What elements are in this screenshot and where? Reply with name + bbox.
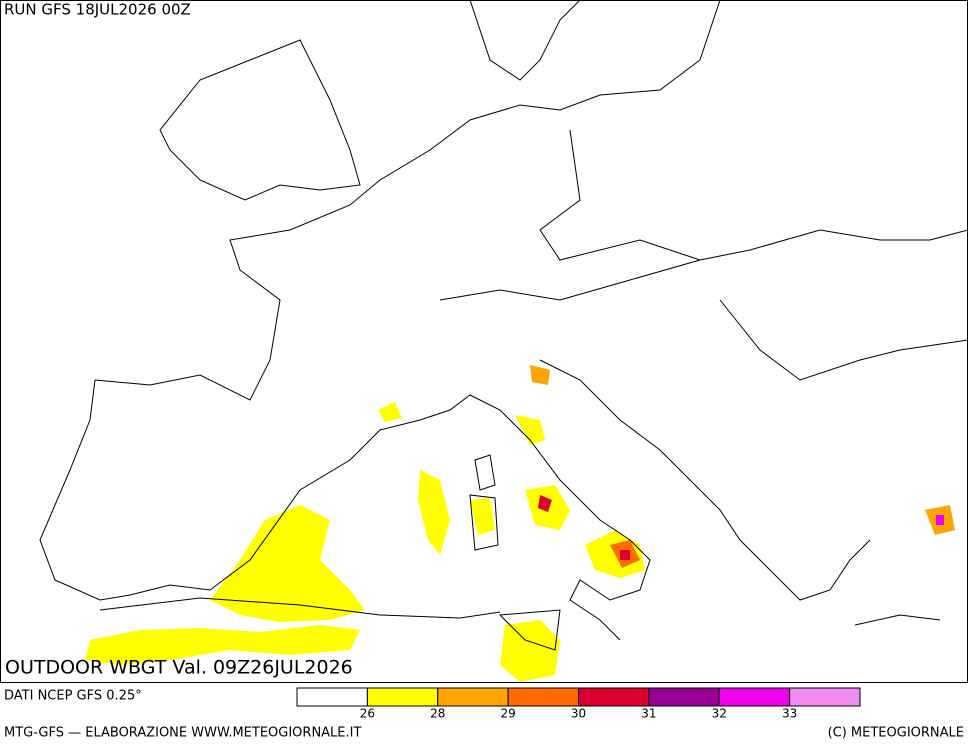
data-source: DATI NCEP GFS 0.25°	[4, 689, 142, 704]
run-label: RUN GFS 18JUL2026 00Z	[4, 1, 191, 19]
credit: MTG-GFS — ELABORAZIONE WWW.METEOGIORNALE…	[4, 726, 361, 741]
copyright: (C) METEOGIORNALE	[828, 726, 964, 741]
legend-swatch	[718, 687, 791, 707]
legend-swatch	[507, 687, 579, 707]
legend-label: 31	[641, 707, 656, 721]
legend-swatch	[437, 687, 509, 707]
legend-label: 30	[571, 707, 586, 721]
legend-swatch	[789, 687, 861, 707]
legend-label: 29	[500, 707, 515, 721]
map-frame	[0, 0, 968, 683]
legend-swatch	[296, 687, 368, 707]
legend-label: 32	[712, 707, 727, 721]
legend-label: 33	[782, 707, 797, 721]
coastlines	[39, 0, 968, 651]
legend-swatch	[366, 687, 439, 707]
legend-label: 28	[430, 707, 445, 721]
legend-swatch	[578, 687, 650, 707]
legend-label: 26	[360, 707, 375, 721]
legend-swatch	[648, 687, 720, 707]
map-title: OUTDOOR WBGT Val. 09Z26JUL2026	[5, 657, 353, 679]
legend: 26 28 29 30 31 32 33	[296, 687, 861, 721]
wbgt-field	[85, 365, 955, 682]
map: RUN GFS 18JUL2026 00Z OUTDOOR WBGT Val. …	[0, 0, 968, 683]
